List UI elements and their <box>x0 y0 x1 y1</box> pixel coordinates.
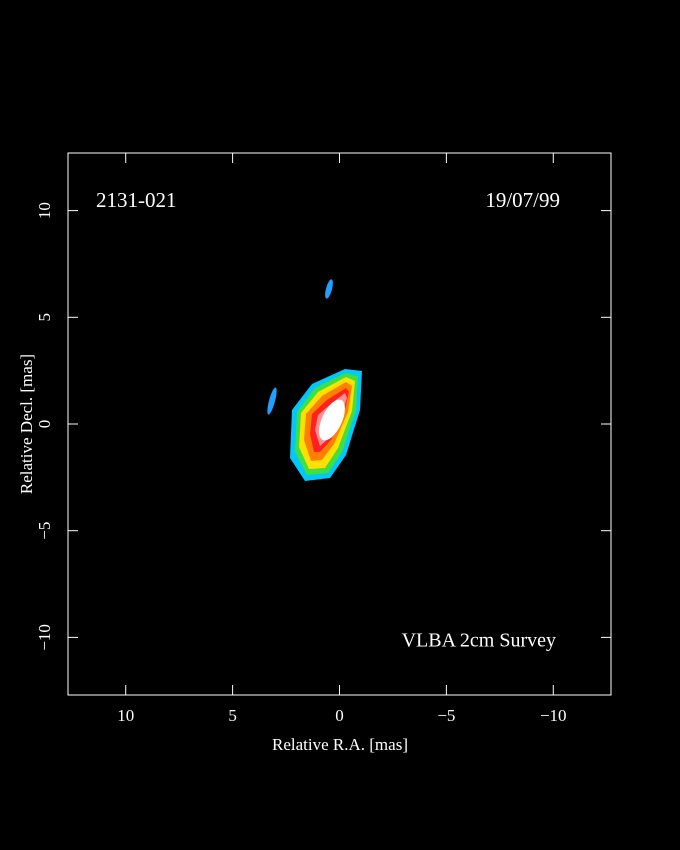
y-tick-label: −10 <box>35 624 54 651</box>
annotation: VLBA 2cm Survey <box>402 630 556 652</box>
y-tick-label: −5 <box>35 522 54 540</box>
date: 19/07/99 <box>485 188 560 212</box>
x-tick-label: −10 <box>540 706 567 725</box>
x-tick-label: 5 <box>228 706 237 725</box>
x-tick-label: 10 <box>117 706 134 725</box>
x-axis-label: Relative R.A. [mas] <box>272 735 408 754</box>
y-axis-label: Relative Decl. [mas] <box>17 354 36 494</box>
y-tick-label: 0 <box>35 420 54 429</box>
contour <box>325 279 333 299</box>
intensity-map <box>267 279 362 481</box>
y-tick-label: 10 <box>35 202 54 219</box>
contour <box>267 387 277 415</box>
x-tick-label: −5 <box>437 706 455 725</box>
contour <box>319 399 345 441</box>
x-tick-label: 0 <box>335 706 344 725</box>
y-tick-label: 5 <box>35 313 54 322</box>
source-name: 2131-021 <box>96 188 177 212</box>
